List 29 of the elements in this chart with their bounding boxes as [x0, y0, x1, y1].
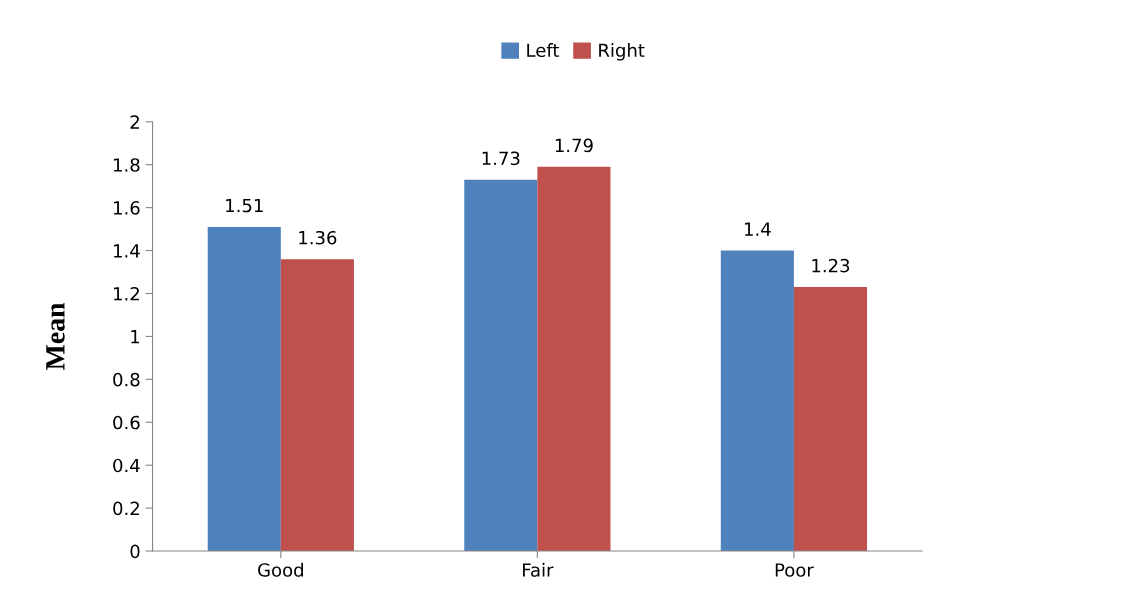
bar [280, 259, 354, 552]
bar [464, 179, 538, 552]
x-tick-label: Poor [775, 563, 814, 577]
y-tick-label: 0.2 [113, 501, 139, 516]
y-tick-label: 0.8 [113, 372, 140, 387]
legend-label: Right [599, 43, 645, 61]
y-tick-label: 1.8 [114, 158, 140, 172]
x-tick-label: Fair [523, 562, 554, 577]
y-tick-label: 2 [130, 115, 139, 129]
x-tick-label: Good [258, 562, 303, 577]
bar [207, 226, 281, 552]
y-axis-title: Mean [46, 302, 65, 370]
y-tick-label: 1 [131, 330, 140, 344]
data-label: 1.79 [555, 138, 593, 153]
y-tick-label: 1.2 [114, 286, 139, 301]
legend-label: Left [527, 43, 560, 58]
bar [720, 250, 794, 552]
y-tick-label: 0.6 [113, 415, 140, 430]
data-label: 1.73 [482, 151, 520, 166]
y-tick-label: 1.6 [114, 201, 140, 215]
y-tick-label: 0 [130, 544, 140, 559]
y-tick-label: 1.4 [114, 244, 140, 258]
y-tick-label: 0.4 [113, 458, 140, 473]
bar [537, 166, 611, 552]
bar [793, 287, 868, 552]
data-label: 1.4 [744, 222, 771, 236]
data-label: 1.23 [812, 258, 850, 273]
data-label: 1.36 [299, 230, 337, 245]
data-label: 1.51 [226, 198, 263, 213]
